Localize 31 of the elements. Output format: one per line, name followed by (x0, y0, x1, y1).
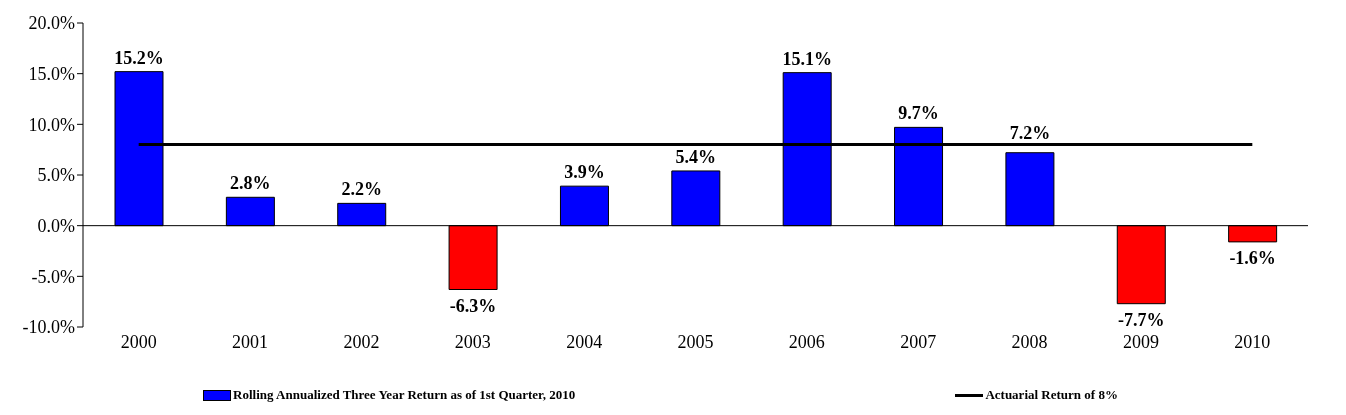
y-tick-label: 15.0% (28, 64, 75, 85)
y-tick-label: 20.0% (28, 13, 75, 34)
x-tick-label: 2008 (1011, 331, 1048, 352)
x-tick-label: 2001 (232, 331, 269, 352)
data-label: 2.2% (341, 179, 382, 200)
y-tick-label: 10.0% (28, 114, 75, 135)
x-tick-label: 2007 (900, 331, 937, 352)
y-tick-label: -5.0% (31, 266, 75, 287)
data-label: 9.7% (898, 103, 939, 124)
data-label: 15.1% (782, 48, 832, 69)
y-tick-label: 5.0% (37, 165, 75, 186)
data-label: -6.3% (449, 295, 497, 316)
x-tick-label: 2005 (677, 331, 714, 352)
legend-label: Rolling Annualized Three Year Return as of 1st Quarter, 2010 (233, 387, 576, 403)
data-label: 7.2% (1009, 122, 1051, 143)
x-tick-label: 2004 (566, 331, 603, 352)
data-label: 3.9% (564, 162, 605, 183)
data-label: 5.4% (675, 146, 717, 167)
x-tick-label: 2009 (1122, 331, 1159, 352)
x-tick-label: 2002 (343, 331, 380, 352)
legend-label: Actuarial Return of 8% (985, 387, 1118, 403)
data-label: 2.8% (230, 173, 271, 194)
x-tick-label: 2000 (120, 331, 157, 352)
x-tick-label: 2006 (788, 331, 825, 352)
x-tick-label: 2010 (1234, 331, 1271, 352)
x-tick-label: 2003 (454, 331, 491, 352)
data-label: 15.2% (114, 47, 164, 68)
y-tick-label: -10.0% (22, 317, 75, 338)
y-tick-label: 0.0% (37, 216, 75, 237)
data-label: -7.7% (1118, 309, 1165, 330)
data-label: -1.6% (1229, 247, 1276, 268)
